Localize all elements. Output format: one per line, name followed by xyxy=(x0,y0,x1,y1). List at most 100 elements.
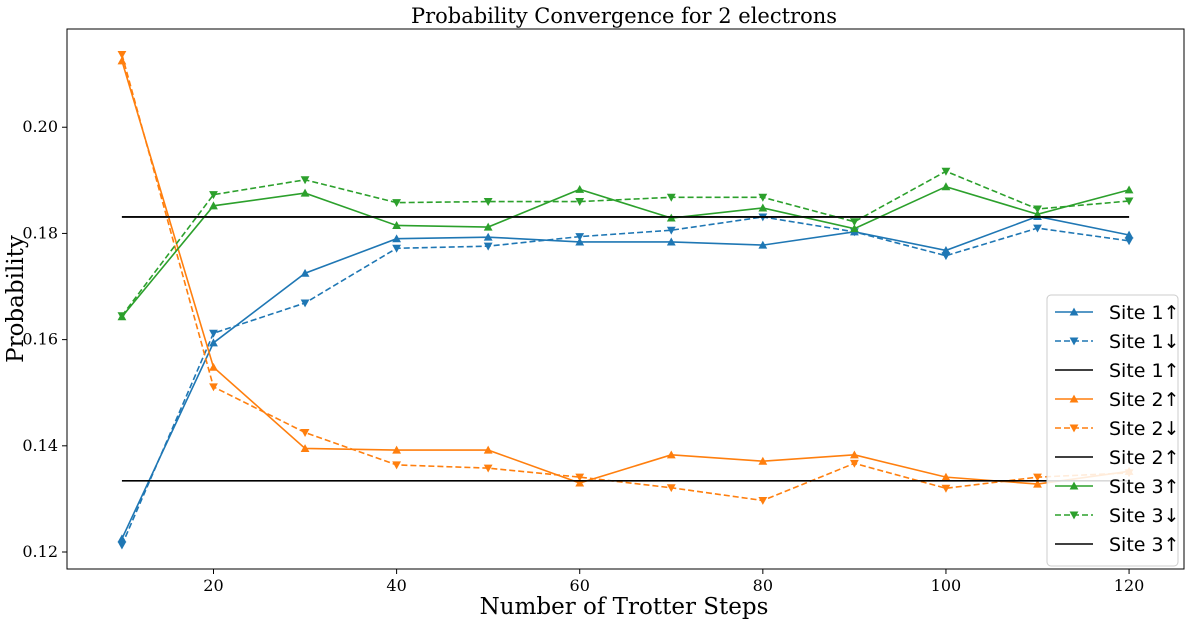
legend-entry: Site 2↓ xyxy=(1055,418,1180,440)
data-point-marker xyxy=(758,496,768,505)
data-point-marker xyxy=(575,184,585,193)
data-point-marker xyxy=(300,188,310,197)
data-point-marker xyxy=(941,484,951,493)
legend-label: Site 3↓ xyxy=(1109,505,1180,527)
data-point-marker xyxy=(117,312,127,321)
data-point-marker xyxy=(209,329,218,338)
data-point-marker xyxy=(300,299,310,308)
x-tick-label: 60 xyxy=(570,576,590,595)
data-point-marker xyxy=(483,198,493,206)
data-point-marker xyxy=(300,176,310,185)
data-point-marker xyxy=(941,252,951,261)
data-point-marker xyxy=(300,268,310,277)
series-line xyxy=(121,60,1130,485)
legend-entry: Site 2↑ xyxy=(1055,447,1180,469)
data-point-marker xyxy=(483,445,493,454)
series-line xyxy=(121,54,1130,502)
data-point-marker xyxy=(117,56,127,65)
data-point-marker xyxy=(1033,205,1042,214)
data-point-marker xyxy=(483,242,493,251)
data-point-marker xyxy=(941,167,951,176)
series-line xyxy=(121,216,1130,546)
legend-marker xyxy=(1069,307,1079,316)
legend-entry: Site 1↑ xyxy=(1055,302,1180,324)
data-point-marker xyxy=(575,198,585,206)
y-tick-label: 0.20 xyxy=(22,117,58,136)
legend-label: Site 2↑ xyxy=(1109,447,1180,469)
data-point-marker xyxy=(483,222,493,231)
data-point-marker xyxy=(758,456,768,465)
series-1 xyxy=(117,212,1134,543)
data-point-marker xyxy=(575,478,585,487)
series-2 xyxy=(117,213,1134,550)
legend-label: Site 3↑ xyxy=(1109,534,1180,556)
data-point-marker xyxy=(849,450,859,459)
y-tick-label: 0.12 xyxy=(22,542,58,561)
data-point-marker xyxy=(1124,185,1134,194)
legend-entry: Site 3↑ xyxy=(1055,476,1180,498)
data-point-marker xyxy=(1124,237,1134,246)
data-point-marker xyxy=(849,224,859,233)
data-point-marker xyxy=(941,182,951,191)
data-point-marker xyxy=(392,199,402,208)
legend-entry: Site 1↓ xyxy=(1055,331,1180,353)
data-point-marker xyxy=(575,473,585,482)
legend-marker xyxy=(1069,511,1079,520)
legend-marker xyxy=(1069,424,1079,433)
data-point-marker xyxy=(392,244,402,253)
data-point-marker xyxy=(392,221,402,229)
y-tick-label: 0.14 xyxy=(22,436,58,455)
data-point-marker xyxy=(666,226,676,235)
legend: Site 1↑ Site 1↓ Site 1↑ Site 2↑ Site 2↓ Site … xyxy=(1046,294,1180,567)
data-point-marker xyxy=(1124,197,1134,206)
legend-box xyxy=(1046,294,1179,567)
data-point-marker xyxy=(849,459,859,468)
series-line xyxy=(121,170,1130,317)
y-axis-label: Probability xyxy=(3,235,29,363)
legend-entry: Site 3↑ xyxy=(1055,534,1180,556)
data-point-marker xyxy=(209,338,218,347)
data-point-marker xyxy=(1033,209,1042,218)
data-point-marker xyxy=(209,383,218,392)
data-point-marker xyxy=(666,193,676,202)
x-tick-label: 80 xyxy=(753,576,773,595)
data-point-marker xyxy=(941,472,951,481)
data-point-marker xyxy=(209,201,218,210)
series-7 xyxy=(117,182,1134,321)
x-axis-label: Number of Trotter Steps xyxy=(480,594,769,620)
data-point-marker xyxy=(758,193,768,202)
data-point-marker xyxy=(392,234,402,243)
data-point-marker xyxy=(392,461,402,470)
data-point-marker xyxy=(758,240,768,249)
series-8 xyxy=(117,167,1134,321)
data-point-marker xyxy=(483,232,493,241)
legend-label: Site 1↓ xyxy=(1109,331,1180,353)
x-tick-label: 120 xyxy=(1114,576,1145,595)
y-tick-label: 0.18 xyxy=(22,223,58,242)
data-point-marker xyxy=(758,203,768,212)
plot-frame xyxy=(66,28,1185,570)
y-tick-label: 0.16 xyxy=(22,330,58,349)
x-tick-label: 100 xyxy=(931,576,962,595)
chart-title: Probability Convergence for 2 electrons xyxy=(411,4,837,28)
legend-label: Site 1↑ xyxy=(1109,302,1180,324)
data-point-marker xyxy=(209,362,218,371)
legend-entry: Site 3↓ xyxy=(1055,505,1180,527)
data-point-marker xyxy=(941,246,951,254)
data-point-marker xyxy=(483,464,493,473)
data-point-marker xyxy=(209,191,218,200)
axis-ticks: 20 40 60 80 100 120 0.12 0.14 0.16 0.18 0.20 xyxy=(22,117,1144,595)
legend-marker xyxy=(1069,337,1079,346)
data-point-marker xyxy=(666,237,676,246)
legend-label: Site 3↑ xyxy=(1109,476,1180,498)
legend-label: Site 1↑ xyxy=(1109,360,1180,382)
series-line xyxy=(121,215,1130,540)
data-point-marker xyxy=(849,218,859,227)
data-point-marker xyxy=(1124,230,1134,239)
legend-marker xyxy=(1069,394,1079,403)
legend-entry: Site 2↑ xyxy=(1055,389,1180,411)
data-point-marker xyxy=(1033,473,1042,482)
x-tick-label: 40 xyxy=(386,576,406,595)
data-point-marker xyxy=(666,484,676,493)
